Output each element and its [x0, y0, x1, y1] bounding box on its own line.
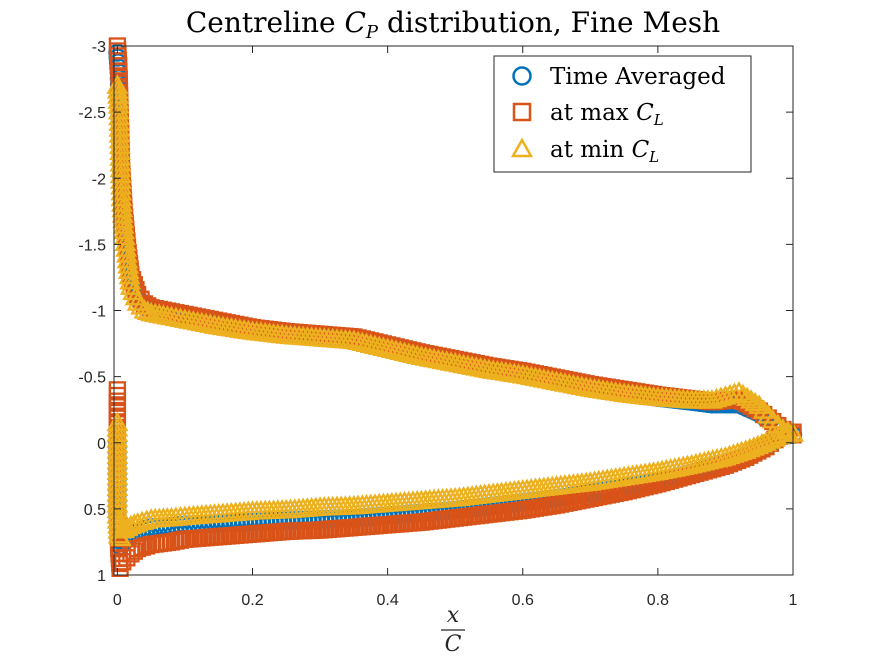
- marker-min-cl: [757, 404, 780, 424]
- x-tick-label: 0.6: [512, 592, 534, 609]
- axis-ticks: 0 0.2 0.4 0.6 0.8 1 -3 -2.5 -2 -1.5 -1 -0.5 0 0.5 1: [78, 39, 797, 609]
- x-axis-label-numerator: x: [447, 603, 460, 628]
- data-markers: [106, 37, 804, 578]
- legend-item-time-averaged: Time Averaged: [512, 64, 726, 90]
- y-tick-label: 0.5: [84, 502, 106, 519]
- x-axis-label-denominator: C: [445, 632, 462, 656]
- marker-min-cl: [744, 391, 767, 412]
- legend-marker-triangle: [510, 137, 534, 158]
- chart-title-sub: P: [365, 22, 379, 43]
- marker-min-cl: [718, 383, 741, 404]
- marker-min-cl: [736, 386, 759, 406]
- marker-min-cl: [117, 254, 140, 274]
- marker-min-cl: [126, 512, 149, 532]
- chart-title-var: C: [344, 6, 365, 39]
- y-tick-label: 0: [97, 436, 106, 453]
- legend-label-min-cl: at min CL: [550, 137, 659, 166]
- marker-min-cl: [115, 243, 138, 263]
- marker-min-cl: [112, 208, 135, 229]
- x-tick-label: 0: [113, 592, 122, 609]
- marker-min-cl: [111, 197, 134, 218]
- y-tick-label: -1: [92, 304, 106, 321]
- legend-item-min-cl: at min CL: [510, 137, 659, 166]
- marker-min-cl: [714, 385, 737, 405]
- marker-min-cl: [118, 264, 141, 285]
- marker-min-cl: [135, 509, 158, 529]
- marker-min-cl: [740, 389, 763, 409]
- y-tick-label: -2.5: [78, 105, 106, 122]
- y-tick-label: -1.5: [78, 237, 106, 254]
- legend-item-max-cl: at max CL: [512, 100, 664, 129]
- legend-label-max-cl: at max CL: [550, 100, 664, 129]
- marker-max-cl: [133, 538, 151, 556]
- y-tick-label: -2: [92, 171, 106, 188]
- marker-min-cl: [116, 516, 139, 537]
- marker-min-cl: [110, 175, 133, 195]
- chart-title-suffix: distribution, Fine Mesh: [378, 6, 720, 39]
- y-tick-label: -0.5: [78, 370, 106, 387]
- legend: Time Averaged at max CL at min CL: [493, 55, 752, 173]
- marker-min-cl: [111, 203, 134, 223]
- x-tick-label: 0.8: [647, 592, 669, 609]
- marker-min-cl: [759, 429, 782, 449]
- marker-min-cl: [116, 248, 139, 269]
- marker-min-cl: [117, 259, 140, 279]
- marker-min-cl: [110, 192, 133, 212]
- marker-min-cl: [748, 394, 771, 414]
- marker-min-cl: [700, 389, 723, 409]
- marker-min-cl: [131, 510, 154, 531]
- x-tick-label: 0.2: [241, 592, 263, 609]
- legend-box: [493, 55, 752, 173]
- marker-min-cl: [752, 399, 775, 419]
- chart-title-prefix: Centreline: [186, 6, 345, 39]
- marker-min-cl: [110, 180, 133, 201]
- marker-min-cl: [764, 426, 786, 447]
- y-tick-label: -3: [92, 39, 106, 56]
- marker-min-cl: [709, 386, 732, 406]
- marker-min-cl: [110, 186, 133, 207]
- y-tick-label: 1: [97, 568, 106, 585]
- marker-min-cl: [727, 381, 750, 401]
- marker-min-cl: [732, 383, 754, 404]
- chart-title: Centreline CP distribution, Fine Mesh: [186, 6, 720, 43]
- x-tick-label: 1: [789, 592, 798, 609]
- x-tick-label: 0.4: [377, 592, 399, 609]
- legend-label-time-averaged: Time Averaged: [550, 64, 726, 90]
- x-axis-label: x C: [441, 603, 465, 656]
- marker-min-cl: [112, 214, 135, 234]
- legend-marker-circle: [512, 66, 532, 86]
- marker-min-cl: [705, 387, 728, 408]
- legend-marker-square: [512, 102, 532, 122]
- marker-min-cl: [761, 408, 784, 429]
- marker-max-cl: [128, 539, 147, 558]
